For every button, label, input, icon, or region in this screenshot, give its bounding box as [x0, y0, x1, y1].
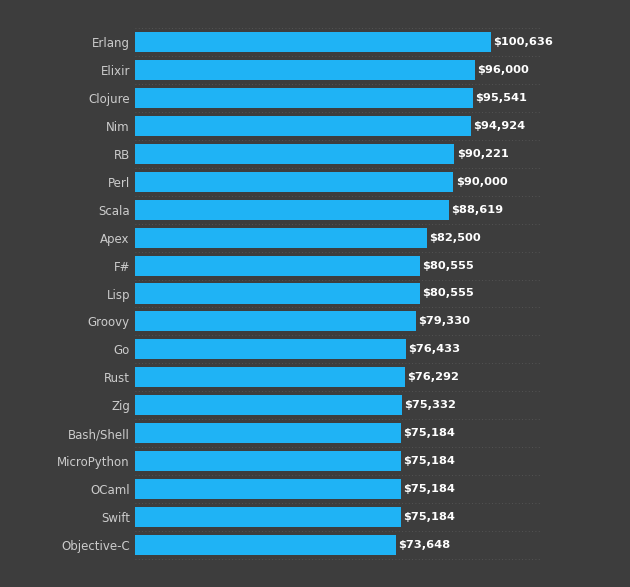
Bar: [135, 311, 416, 332]
Bar: [135, 228, 427, 248]
Text: $75,332: $75,332: [404, 400, 456, 410]
Bar: [135, 32, 491, 52]
Text: $96,000: $96,000: [477, 65, 529, 75]
Text: $79,330: $79,330: [418, 316, 470, 326]
Bar: [135, 172, 454, 192]
Text: $75,184: $75,184: [404, 512, 455, 522]
Bar: [135, 507, 401, 527]
Bar: [135, 284, 420, 303]
Bar: [135, 88, 473, 108]
Text: $90,221: $90,221: [457, 149, 508, 159]
Bar: [135, 367, 405, 387]
Text: $75,184: $75,184: [404, 484, 455, 494]
Text: $88,619: $88,619: [451, 205, 503, 215]
Text: $73,648: $73,648: [398, 540, 450, 550]
Text: $75,184: $75,184: [404, 456, 455, 466]
Bar: [135, 395, 402, 415]
Text: $80,555: $80,555: [423, 261, 474, 271]
Text: $80,555: $80,555: [423, 288, 474, 299]
Text: $76,433: $76,433: [408, 345, 460, 355]
Text: $75,184: $75,184: [404, 428, 455, 438]
Bar: [135, 535, 396, 555]
Bar: [135, 339, 406, 359]
Text: $95,541: $95,541: [476, 93, 527, 103]
Text: $76,292: $76,292: [408, 372, 459, 382]
Bar: [135, 451, 401, 471]
Text: $82,500: $82,500: [430, 232, 481, 242]
Bar: [135, 60, 474, 80]
Bar: [135, 144, 454, 164]
Bar: [135, 255, 420, 276]
Text: $90,000: $90,000: [456, 177, 508, 187]
Bar: [135, 479, 401, 499]
Bar: [135, 116, 471, 136]
Bar: [135, 200, 449, 220]
Text: $100,636: $100,636: [493, 37, 553, 47]
Text: $94,924: $94,924: [473, 121, 525, 131]
Bar: [135, 423, 401, 443]
